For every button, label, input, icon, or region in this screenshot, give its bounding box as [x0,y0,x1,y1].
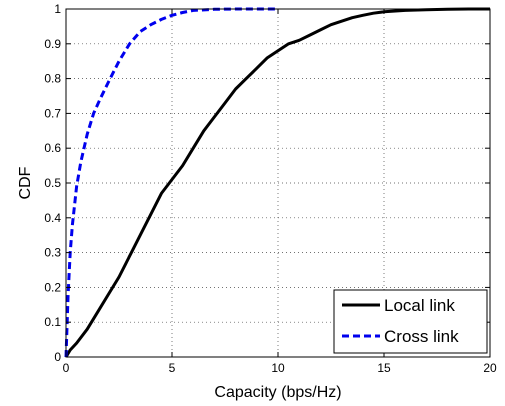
y-axis-label: CDF [17,166,34,199]
y-tick-label: 1 [54,2,61,16]
legend: Local link Cross link [334,290,487,353]
legend-label-cross-link: Cross link [384,327,459,346]
y-tick-label: 0.6 [44,141,61,155]
x-tick-label: 5 [169,361,176,375]
x-tick-label: 10 [271,361,285,375]
y-tick-label: 0.3 [44,246,61,260]
legend-label-local-link: Local link [384,296,455,315]
y-tick-label: 0.4 [44,211,61,225]
y-tick-label: 0.1 [44,315,61,329]
y-tick-label: 0.7 [44,106,61,120]
y-tick-label: 0.9 [44,37,61,51]
x-tick-label: 20 [483,361,497,375]
y-tick-label: 0.2 [44,280,61,294]
x-tick-label: 0 [63,361,70,375]
y-tick-label: 0.5 [44,176,61,190]
y-tick-label: 0.8 [44,72,61,86]
x-tick-label: 15 [377,361,391,375]
y-tick-label: 0 [54,350,61,364]
x-axis-label: Capacity (bps/Hz) [214,384,341,401]
